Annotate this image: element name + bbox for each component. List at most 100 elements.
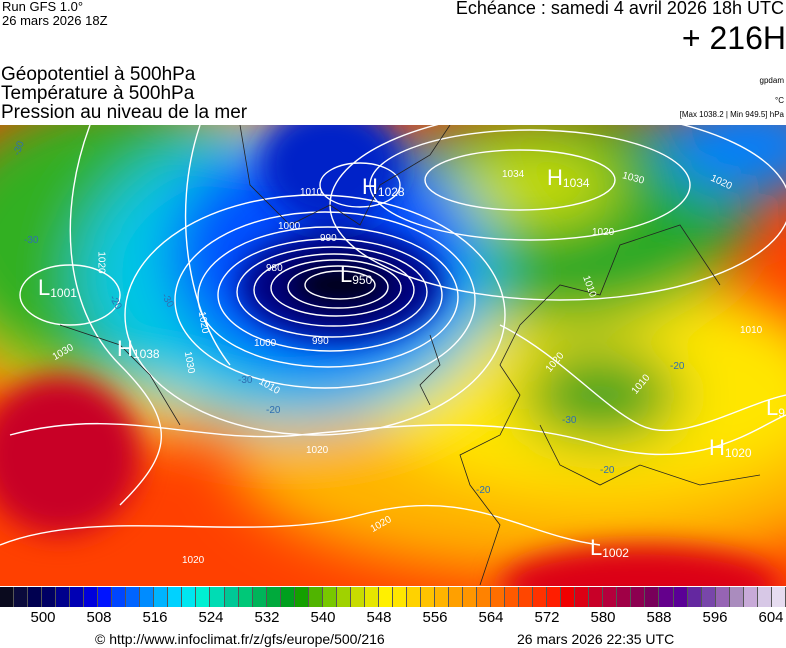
- color-scale-cell: [196, 587, 211, 607]
- color-scale-cell: [575, 587, 590, 607]
- temperature-label: -20: [476, 485, 491, 496]
- color-scale-tick-label: 604: [758, 609, 784, 626]
- title-pressure: Pression au niveau de la mer: [1, 102, 248, 123]
- title-geopotential: Géopotentiel à 500hPa: [1, 64, 196, 85]
- isobar-label: 1010: [300, 187, 323, 198]
- color-scale-cell: [98, 587, 113, 607]
- color-scale-tick-label: 540: [310, 609, 336, 626]
- isobar-label: 980: [266, 263, 283, 274]
- color-scale-tick-label: 556: [422, 609, 448, 626]
- color-scale-cell: [56, 587, 71, 607]
- unit-celsius: °C: [775, 96, 784, 105]
- temperature-label: -20: [600, 465, 615, 476]
- isobar-label: 1000: [254, 338, 277, 349]
- color-scale-cell: [519, 587, 534, 607]
- color-scale-cell: [154, 587, 169, 607]
- color-scale-cell: [350, 587, 365, 607]
- color-scale-cell: [392, 587, 407, 607]
- unit-pressure-range: [Max 1038.2 | Min 949.5] hPa: [679, 110, 784, 119]
- color-scale-tick-label: 548: [366, 609, 392, 626]
- color-scale-cell: [168, 587, 183, 607]
- title-temperature: Température à 500hPa: [1, 83, 195, 104]
- color-scale-tick-label: 564: [478, 609, 504, 626]
- unit-gpdam: gpdam: [759, 76, 784, 85]
- color-scale-cell: [434, 587, 449, 607]
- temperature-label: -20: [266, 405, 281, 416]
- color-scale-tick-label: 532: [254, 609, 280, 626]
- color-scale-cell: [715, 587, 730, 607]
- geopotential-field: [0, 125, 786, 586]
- color-scale-bar: [0, 587, 786, 607]
- color-scale-cell: [224, 587, 239, 607]
- generated-time: 26 mars 2026 22:35 UTC: [517, 631, 675, 647]
- isobar-label: 1020: [95, 251, 107, 274]
- color-scale-cell: [547, 587, 562, 607]
- color-scale-cell: [589, 587, 604, 607]
- color-scale-cell: [617, 587, 632, 607]
- temperature-label: -20: [670, 361, 685, 372]
- isobar-label: 1020: [306, 445, 329, 456]
- color-scale-cell: [322, 587, 337, 607]
- forecast-time: Echéance : samedi 4 avril 2026 18h UTC: [455, 0, 784, 18]
- low-pressure-center: L9: [766, 395, 785, 420]
- isobar-label: 990: [312, 336, 329, 347]
- color-scale-cell: [449, 587, 464, 607]
- color-scale-tick-label: 588: [646, 609, 672, 626]
- color-scale-cell: [673, 587, 688, 607]
- color-scale-tick-label: 572: [534, 609, 560, 626]
- color-scale-tick-label: 516: [142, 609, 168, 626]
- color-scale-cell: [771, 587, 786, 607]
- color-scale-cell: [42, 587, 57, 607]
- color-scale-cell: [84, 587, 99, 607]
- color-scale-cell: [743, 587, 758, 607]
- isobar-label: 990: [320, 233, 337, 244]
- color-scale-cell: [687, 587, 702, 607]
- color-scale-cell: [210, 587, 225, 607]
- temperature-label: -30: [24, 235, 39, 246]
- isobar-label: 1034: [502, 169, 525, 180]
- color-scale-cell: [308, 587, 323, 607]
- color-scale-tick-label: 524: [198, 609, 224, 626]
- high-pressure-center: H1038: [117, 336, 160, 361]
- color-scale-cell: [533, 587, 548, 607]
- low-pressure-center: L950: [340, 262, 373, 287]
- color-scale-tick-label: 596: [702, 609, 728, 626]
- color-scale-cell: [406, 587, 421, 607]
- color-scale-cell: [631, 587, 646, 607]
- isobar-label: 1010: [740, 325, 763, 336]
- color-scale-tick-label: 508: [86, 609, 112, 626]
- color-scale-cell: [182, 587, 197, 607]
- low-pressure-center: L1002: [590, 535, 629, 560]
- color-scale-cell: [336, 587, 351, 607]
- color-scale-cell: [14, 587, 29, 607]
- low-pressure-center: L1001: [38, 275, 77, 300]
- isobar-label: 1020: [182, 555, 205, 566]
- forecast-offset: + 216H: [681, 20, 786, 56]
- isobar-label: 1020: [592, 227, 615, 238]
- color-scale-cell: [364, 587, 379, 607]
- color-scale-cell: [757, 587, 772, 607]
- color-scale-tick-label: 580: [590, 609, 616, 626]
- high-pressure-center: H1034: [547, 165, 590, 190]
- color-scale-tick-label: 500: [30, 609, 56, 626]
- color-scale-cell: [561, 587, 576, 607]
- temperature-label: -30: [238, 375, 253, 386]
- coastlines: [59, 125, 761, 586]
- temperature-label: -30: [562, 415, 577, 426]
- color-scale-cell: [266, 587, 281, 607]
- color-scale-cell: [659, 587, 674, 607]
- color-scale-cell: [126, 587, 141, 607]
- color-scale-cell: [378, 587, 393, 607]
- high-pressure-center: H1020: [709, 435, 752, 460]
- color-scale-cell: [420, 587, 435, 607]
- color-scale-cell: [645, 587, 660, 607]
- color-scale-cell: [140, 587, 155, 607]
- color-scale-cell: [603, 587, 618, 607]
- color-scale-cell: [28, 587, 43, 607]
- color-scale-cell: [491, 587, 506, 607]
- weather-map: L1001 H1038 H1028 L950 H1034 L1002 H1020…: [0, 125, 786, 586]
- color-scale-cell: [70, 587, 85, 607]
- source-url: © http://www.infoclimat.fr/z/gfs/europe/…: [95, 631, 385, 647]
- color-scale-cell: [294, 587, 309, 607]
- color-scale-cell: [505, 587, 520, 607]
